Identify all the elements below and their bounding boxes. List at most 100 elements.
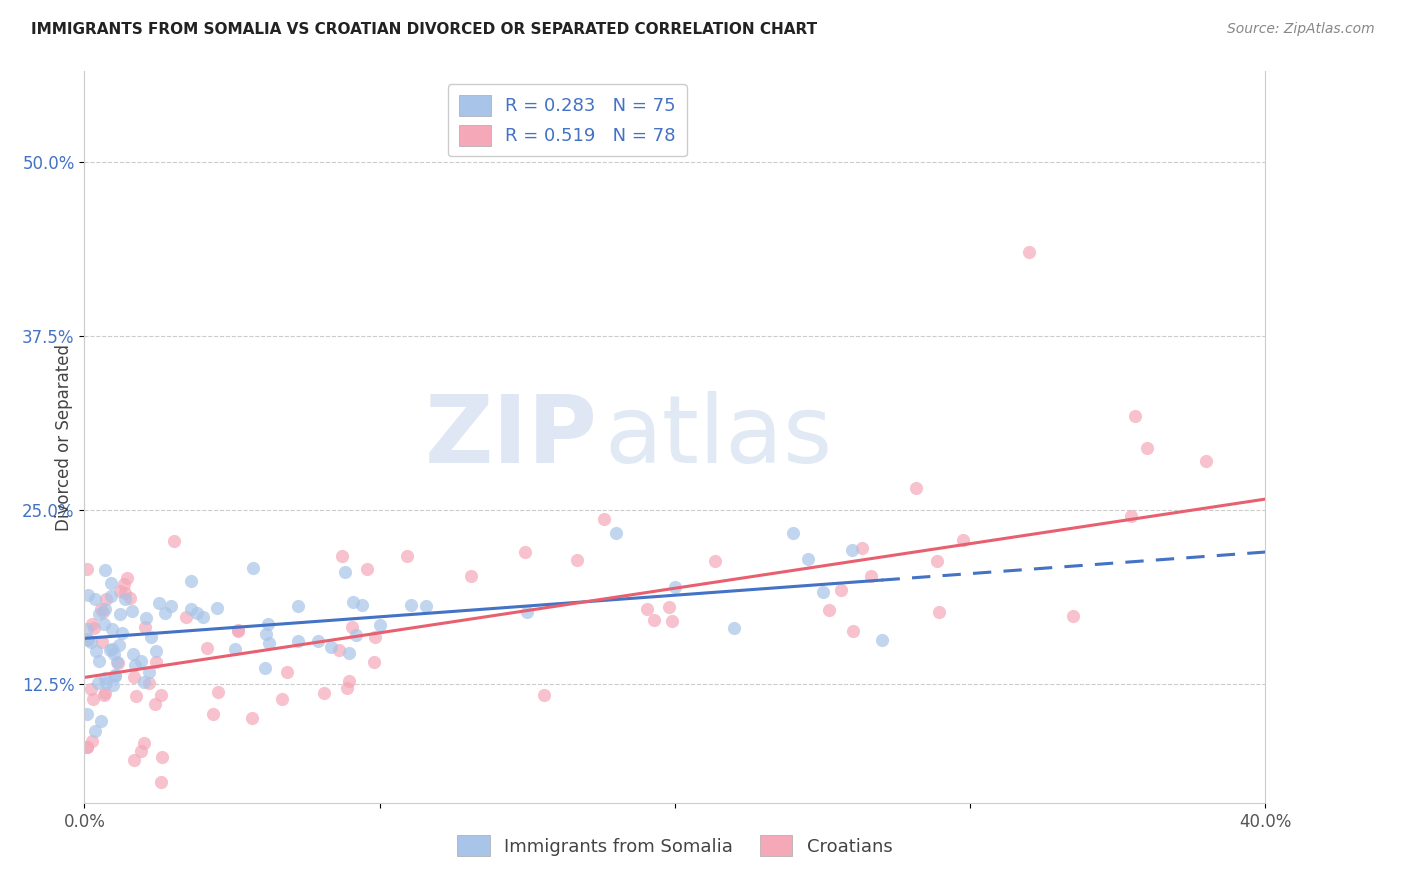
Point [105,655,128,669]
Point [90,714,112,728]
Point [565,552,588,566]
Point [108,607,131,621]
Point [122,754,145,768]
Point [80,617,103,632]
Point [132,674,155,689]
Point [415,599,437,613]
Point [121,604,143,618]
Point [100,641,122,656]
Point [364,630,387,644]
Point [1119,508,1142,523]
Point [257,616,280,631]
Point [904,481,927,495]
Point [83,621,105,635]
Point [100,576,122,591]
Point [122,670,145,684]
Point [1062,609,1084,624]
Point [91,605,114,619]
Point [180,574,202,588]
Point [396,549,419,563]
Point [333,565,356,579]
Point [1136,441,1159,455]
Point [112,577,135,591]
Point [107,638,129,652]
Y-axis label: Divorced or Separated: Divorced or Separated [55,343,73,531]
Point [94,676,117,690]
Point [174,609,197,624]
Point [76,632,98,647]
Point [605,526,627,541]
Point [89,607,111,621]
Point [94,563,117,577]
Point [76,623,98,637]
Point [925,554,948,568]
Point [312,686,335,700]
Point [150,689,173,703]
Point [104,668,127,682]
Point [399,598,422,612]
Point [226,623,249,637]
Point [77,589,100,603]
Text: ZIP: ZIP [425,391,598,483]
Point [180,601,202,615]
Point [723,621,745,635]
Point [1195,454,1218,468]
Point [104,669,127,683]
Point [782,526,804,541]
Point [271,692,294,706]
Point [191,610,214,624]
Point [207,684,229,698]
Point [124,657,146,672]
Point [195,641,218,656]
Point [93,616,115,631]
Point [287,634,309,648]
Point [108,584,131,599]
Point [287,599,309,613]
Point [87,654,110,668]
Point [276,665,298,680]
Point [115,570,138,584]
Point [337,646,360,660]
Point [242,561,264,575]
Point [259,636,281,650]
Point [1018,245,1040,260]
Point [90,602,112,616]
Point [356,562,378,576]
Point [145,644,167,658]
Point [141,630,163,644]
Point [797,552,820,566]
Point [84,643,107,657]
Point [103,647,125,661]
Point [118,591,141,605]
Text: IMMIGRANTS FROM SOMALIA VS CROATIAN DIVORCED OR SEPARATED CORRELATION CHART: IMMIGRANTS FROM SOMALIA VS CROATIAN DIVO… [31,22,817,37]
Point [87,675,110,690]
Point [842,624,865,639]
Point [76,739,98,754]
Point [254,660,277,674]
Point [186,607,208,621]
Point [860,569,883,583]
Point [122,647,145,661]
Point [337,673,360,688]
Point [145,655,167,669]
Point [328,642,350,657]
Point [134,619,156,633]
Point [593,512,616,526]
Point [363,656,385,670]
Point [254,627,277,641]
Point [150,749,173,764]
Point [163,534,186,549]
Point [661,614,683,628]
Point [202,707,225,722]
Point [100,589,122,603]
Point [952,533,974,547]
Point [125,689,148,703]
Point [111,626,134,640]
Point [107,656,129,670]
Point [226,624,249,638]
Point [132,736,155,750]
Point [319,640,342,655]
Point [658,600,681,615]
Point [98,643,121,657]
Point [135,611,157,625]
